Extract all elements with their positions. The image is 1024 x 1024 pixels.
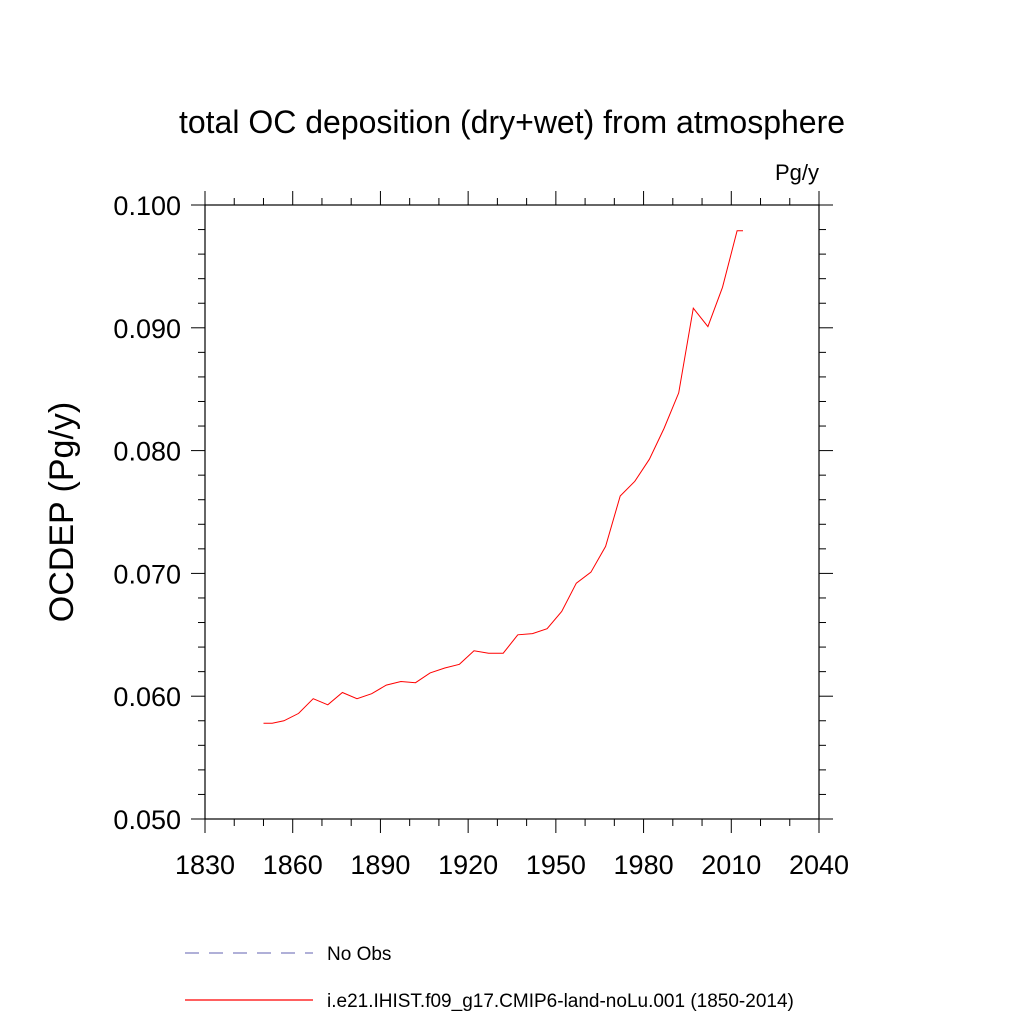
- x-tick-label: 1890: [350, 850, 410, 880]
- x-tick-label: 2040: [789, 850, 849, 880]
- plot-border: [204, 204, 820, 820]
- plot-frame: [204, 204, 820, 820]
- y-axis: 0.050 0.060 0.070 0.080 0.090 0.100: [113, 191, 833, 835]
- series-layer: [263, 230, 743, 724]
- x-tick-label: 1980: [614, 850, 674, 880]
- y-tick-label: 0.050: [113, 805, 181, 835]
- x-tick-label: 2010: [701, 850, 761, 880]
- x-tick-label: 1860: [263, 850, 323, 880]
- y-tick-label: 0.060: [113, 682, 181, 712]
- y-tick-label: 0.100: [113, 191, 181, 221]
- x-axis: 1830 1860 1890 1920 1950 1980 2010 2040: [175, 191, 849, 880]
- legend-label-model-run: i.e21.IHIST.f09_g17.CMIP6-land-noLu.001 …: [327, 991, 794, 1012]
- x-tick-label: 1830: [175, 850, 235, 880]
- series-line-1: [263, 230, 743, 724]
- y-tick-label: 0.090: [113, 314, 181, 344]
- x-tick-label: 1920: [438, 850, 498, 880]
- legend-label-no-obs: No Obs: [327, 944, 391, 965]
- y-tick-label: 0.070: [113, 559, 181, 589]
- legend: No Obs i.e21.IHIST.f09_g17.CMIP6-land-no…: [185, 944, 794, 1012]
- y-axis-label: OCDEP (Pg/y): [43, 402, 81, 622]
- units-label: Pg/y: [775, 160, 819, 185]
- x-tick-label: 1950: [526, 850, 586, 880]
- chart-title: total OC deposition (dry+wet) from atmos…: [179, 104, 845, 140]
- y-tick-label: 0.080: [113, 437, 181, 467]
